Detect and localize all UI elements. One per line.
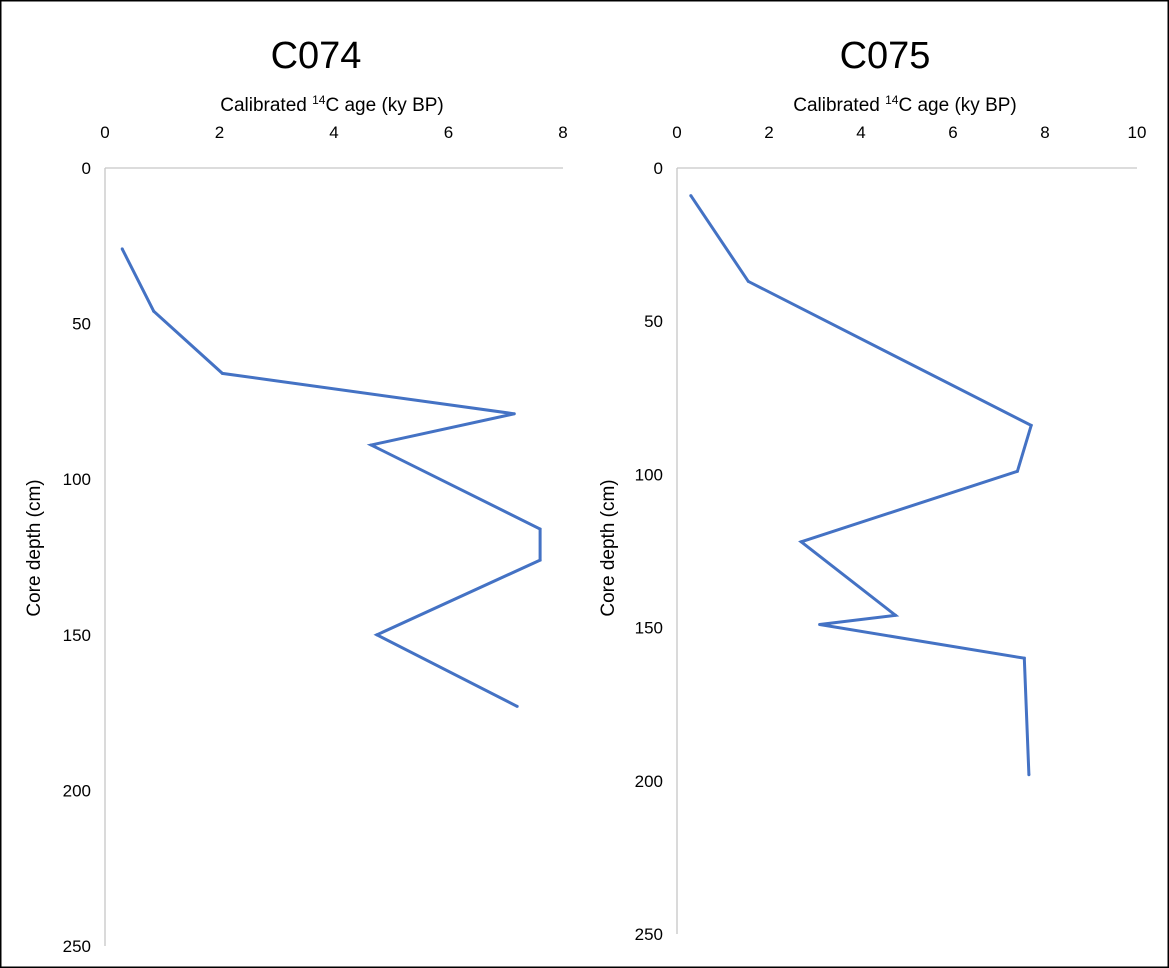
data-point (799, 540, 803, 544)
y-tick-label: 200 (63, 781, 91, 800)
data-point (1015, 469, 1019, 473)
data-point (220, 371, 224, 375)
y-tick-label: 200 (635, 772, 663, 791)
x-axis-label-suffix: C age (ky BP) (325, 95, 443, 116)
data-point (515, 704, 519, 708)
chart-c075: C075 Calibrated 14C age (ky BP) Core dep… (598, 35, 1146, 944)
data-point (1029, 423, 1033, 427)
series-group (689, 194, 1033, 777)
chart-c074: C074 Calibrated 14C age (ky BP) Core dep… (24, 35, 568, 956)
x-tick-label: 0 (100, 123, 109, 142)
data-point (818, 623, 822, 626)
data-point (1022, 656, 1026, 660)
x-tick-labels: 0 2 4 6 8 (100, 123, 567, 142)
data-point (1027, 773, 1031, 777)
y-tick-label: 100 (63, 470, 91, 489)
y-tick-label: 0 (654, 159, 663, 178)
x-axis-label: Calibrated 14C age (ky BP) (220, 93, 444, 116)
x-axis-label: Calibrated 14C age (ky BP) (793, 93, 1017, 116)
x-tick-label: 0 (672, 123, 681, 142)
data-point (512, 412, 516, 416)
y-tick-label: 150 (635, 619, 663, 638)
data-point (369, 443, 373, 447)
y-tick-label: 0 (82, 159, 91, 178)
x-tick-label: 2 (215, 123, 224, 142)
y-axis-label: Core depth (cm) (598, 479, 619, 616)
data-point (538, 558, 542, 562)
x-axis-label-prefix: Calibrated (793, 95, 885, 116)
x-tick-label: 10 (1128, 123, 1147, 142)
x-tick-label: 2 (764, 123, 773, 142)
chart-title: C075 (840, 35, 931, 77)
chart-title: C074 (271, 35, 362, 77)
y-axis-label: Core depth (cm) (24, 479, 45, 616)
data-point (375, 633, 379, 637)
data-point (689, 194, 693, 198)
y-tick-label: 50 (644, 312, 663, 331)
y-tick-labels: 0 50 100 150 200 250 (63, 159, 91, 956)
x-axis-label-suffix: C age (ky BP) (898, 95, 1016, 116)
x-tick-label: 4 (329, 123, 338, 142)
x-tick-label: 6 (444, 123, 453, 142)
x-axis-label-prefix: Calibrated (220, 95, 312, 116)
y-tick-label: 100 (635, 465, 663, 484)
data-point (120, 247, 124, 251)
x-tick-label: 8 (1040, 123, 1049, 142)
data-point (538, 527, 542, 531)
y-tick-label: 50 (72, 315, 91, 334)
x-tick-label: 8 (558, 123, 567, 142)
x-axis-label-superscript: 14 (885, 93, 899, 107)
data-point (894, 613, 897, 617)
y-tick-label: 250 (635, 925, 663, 944)
y-tick-labels: 0 50 100 150 200 250 (635, 159, 663, 944)
x-tick-label: 4 (856, 123, 865, 142)
y-tick-label: 250 (63, 937, 91, 956)
y-tick-label: 150 (63, 626, 91, 645)
series-group (120, 247, 542, 708)
data-point (746, 279, 750, 283)
data-point (152, 309, 156, 313)
x-tick-label: 6 (948, 123, 957, 142)
x-tick-labels: 0 2 4 6 8 10 (672, 123, 1146, 142)
x-axis-label-superscript: 14 (312, 93, 326, 107)
